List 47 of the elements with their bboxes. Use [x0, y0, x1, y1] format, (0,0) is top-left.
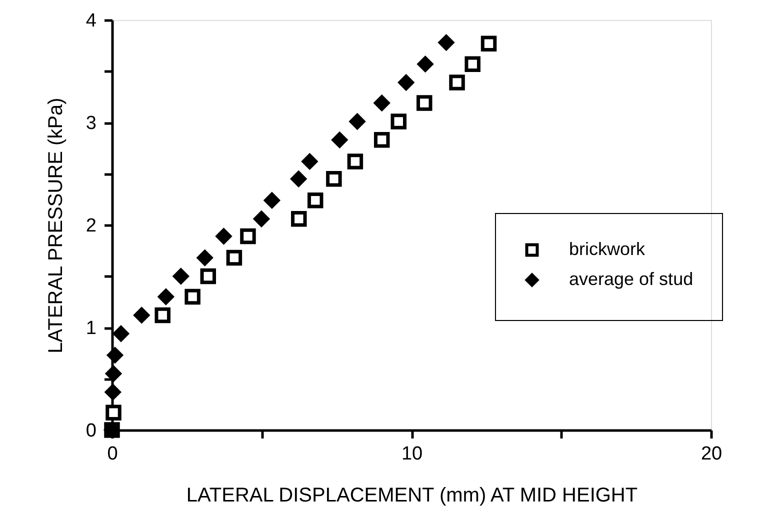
point [254, 210, 270, 227]
point [105, 384, 121, 400]
x-tick-label: 20 [700, 444, 722, 464]
point [374, 95, 390, 111]
point [106, 404, 122, 420]
point [240, 228, 256, 244]
point [106, 366, 122, 382]
x-axis-title: LATERAL DISPLACEMENT (mm) AT MID HEIGHT [186, 484, 638, 506]
point [374, 132, 390, 148]
point [107, 347, 123, 364]
y-tick-label: 0 [86, 420, 96, 442]
point [464, 56, 480, 72]
legend-label: brickwork [569, 239, 646, 259]
x-tick-label: 10 [401, 444, 423, 464]
y-tick-label: 4 [86, 10, 97, 32]
point [264, 192, 280, 208]
legend-label: average of stud [569, 269, 694, 289]
point [290, 171, 306, 187]
point [184, 288, 200, 305]
point [196, 250, 213, 266]
point [291, 210, 307, 227]
point [307, 192, 324, 208]
point [302, 154, 318, 170]
y-axis-title: LATERAL PRESSURE (kPa) [44, 98, 67, 354]
point [326, 171, 342, 187]
y-tick-label: 1 [86, 318, 96, 339]
point [226, 250, 242, 266]
x-tick-label: 0 [107, 444, 118, 464]
point [349, 114, 366, 130]
point [438, 34, 454, 50]
point [158, 288, 174, 305]
y-tick-label: 3 [86, 113, 96, 134]
point [347, 154, 364, 170]
point [417, 56, 434, 72]
point [332, 132, 348, 148]
point [416, 95, 432, 111]
point [173, 268, 189, 284]
point [134, 307, 150, 324]
y-tick-label: 2 [86, 216, 96, 236]
point [200, 268, 216, 284]
point [480, 36, 497, 52]
point [449, 74, 465, 90]
point [398, 74, 414, 90]
point [216, 228, 232, 244]
point [113, 326, 129, 342]
point [390, 114, 406, 130]
point [154, 307, 170, 324]
